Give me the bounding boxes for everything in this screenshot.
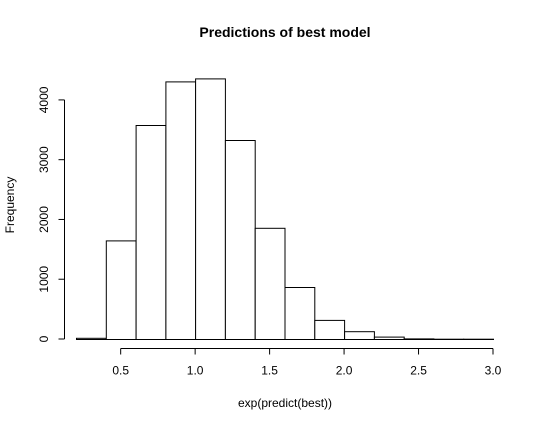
- y-tick-label: 4000: [37, 86, 51, 113]
- histogram-bar: [373, 336, 405, 341]
- histogram-bar: [105, 240, 137, 340]
- y-tick-label: 0: [37, 335, 51, 342]
- histogram-bar: [135, 125, 167, 340]
- y-tick-label: 3000: [37, 146, 51, 173]
- x-tick-label: 1.0: [187, 364, 204, 378]
- y-axis: 0 1000 2000 3000 4000: [37, 86, 65, 342]
- x-tick-label: 1.5: [261, 364, 278, 378]
- histogram-bar: [344, 331, 375, 341]
- y-tick-label: 2000: [37, 206, 51, 233]
- histogram-bar: [284, 287, 316, 340]
- x-tick-label: 3.0: [485, 364, 502, 378]
- bars-group: [76, 78, 495, 341]
- x-axis: 0.5 1.0 1.5 2.0 2.5 3.0: [112, 348, 502, 378]
- histogram-bar: [254, 227, 286, 340]
- x-tick-label: 2.0: [336, 364, 353, 378]
- histogram-bar: [76, 337, 107, 340]
- histogram-bar: [314, 319, 346, 340]
- y-tick-label: 1000: [37, 266, 51, 293]
- y-axis-label: Frequency: [3, 177, 17, 234]
- histogram-bar: [224, 140, 256, 340]
- x-axis-label: exp(predict(best)): [238, 396, 332, 410]
- histogram-bar: [195, 78, 226, 341]
- histogram-bar: [403, 338, 435, 340]
- x-tick-label: 2.5: [410, 364, 427, 378]
- chart-title: Predictions of best model: [199, 24, 370, 40]
- x-tick-label: 0.5: [112, 364, 129, 378]
- histogram-bar: [165, 81, 197, 341]
